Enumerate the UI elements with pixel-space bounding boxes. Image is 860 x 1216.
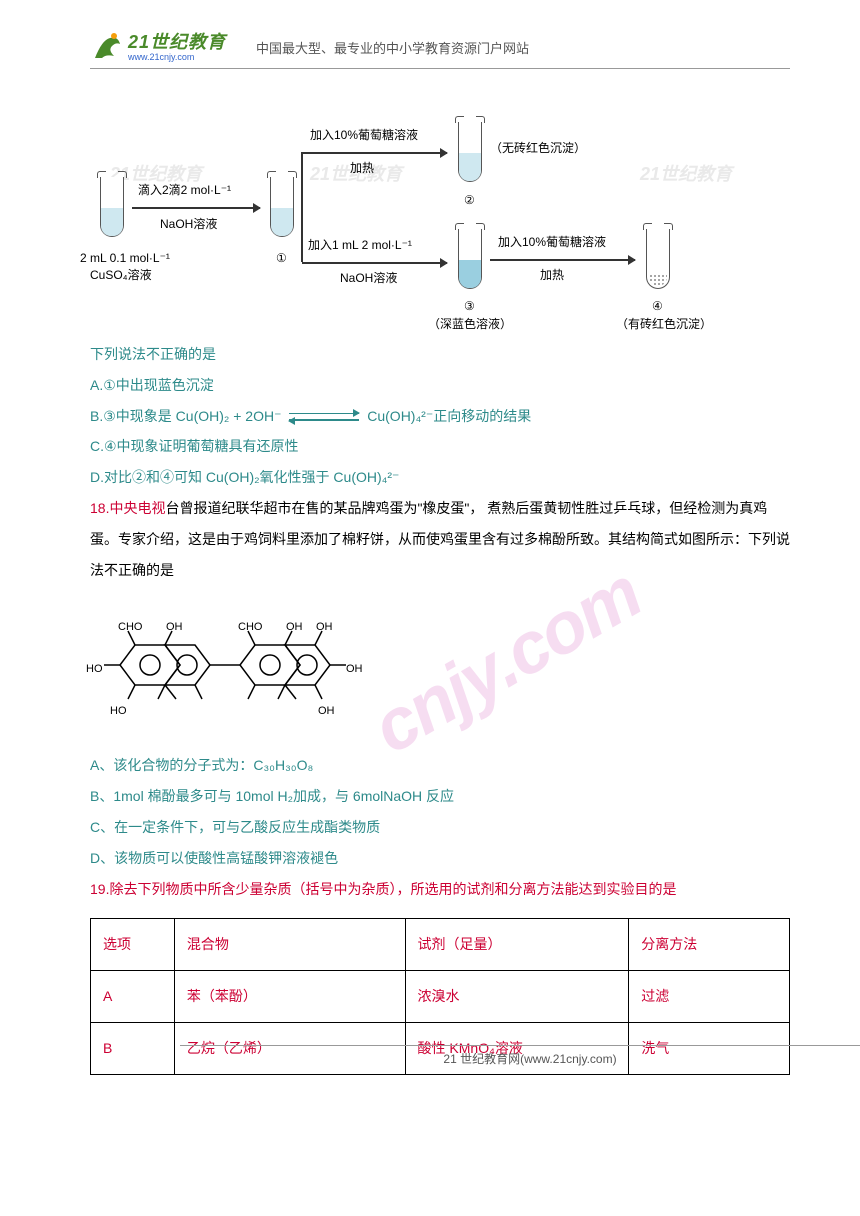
sl-ho2: HO (110, 699, 127, 723)
option-b: B.③中现象是 Cu(OH)₂ + 2OH⁻ Cu(OH)₄²⁻正向移动的结果 (90, 401, 790, 432)
q18-option-b: B、1mol 棉酚最多可与 10mol H₂加成，与 6molNaOH 反应 (90, 781, 790, 812)
arrow1-bot: NaOH溶液 (160, 211, 217, 237)
q18-option-a: A、该化合物的分子式为：C₃₀H₃₀O₈ (90, 750, 790, 781)
test-tube-3 (458, 229, 482, 289)
arrow4-bot: 加热 (540, 262, 564, 288)
equilibrium-arrow-icon (289, 411, 359, 423)
table-header-row: 选项 混合物 试剂（足量） 分离方法 (91, 919, 790, 971)
test-tube-4 (646, 229, 670, 289)
page-content: 2 mL 0.1 mol·L⁻¹ CuSO₄溶液 滴入2滴2 mol·L⁻¹ N… (90, 97, 790, 1075)
arrow2-top: 加入10%葡萄糖溶液 (310, 122, 418, 148)
logo: 21世纪教育 www.21cnjy.com (90, 30, 226, 64)
arrow-3 (302, 262, 447, 264)
arrow-2 (302, 152, 447, 154)
logo-runner-icon (90, 30, 124, 64)
tube3-note: （深蓝色溶液） (428, 311, 512, 337)
question-intro: 下列说法不正确的是 (90, 339, 790, 370)
test-tube-2 (458, 122, 482, 182)
arrow3-top: 加入1 mL 2 mol·L⁻¹ (308, 232, 412, 258)
th-mixture: 混合物 (174, 919, 405, 971)
option-d: D.对比②和④可知 Cu(OH)₂氧化性强于 Cu(OH)₄²⁻ (90, 462, 790, 493)
cell-a1: A (91, 971, 175, 1023)
arrow2-bot: 加热 (350, 155, 374, 181)
arrow-1 (132, 207, 260, 209)
tube2-note: （无砖红色沉淀） (490, 135, 586, 161)
option-c: C.④中现象证明葡萄糖具有还原性 (90, 431, 790, 462)
arrow-4 (490, 259, 635, 261)
q18-option-c: C、在一定条件下，可与乙酸反应生成酯类物质 (90, 812, 790, 843)
logo-url: www.21cnjy.com (128, 53, 226, 62)
logo-title: 21世纪教育 (128, 33, 226, 51)
q18-option-d: D、该物质可以使酸性高锰酸钾溶液褪色 (90, 843, 790, 874)
sl-oh3: OH (316, 615, 333, 639)
cell-b1: B (91, 1022, 175, 1074)
q19-text: 19.除去下列物质中所含少量杂质（括号中为杂质），所选用的试剂和分离方法能达到实… (90, 874, 790, 905)
table-row: A 苯（苯酚） 浓溴水 过滤 (91, 971, 790, 1023)
th-reagent: 试剂（足量） (405, 919, 629, 971)
logo-text: 21世纪教育 www.21cnjy.com (128, 33, 226, 62)
branch-line (301, 152, 303, 262)
page-footer: 21 世纪教育网(www.21cnjy.com) (180, 1045, 860, 1067)
header-subtitle: 中国最大型、最专业的中小学教育资源门户网站 (256, 38, 529, 57)
q18-text: 18.中央电视台曾报道纪联华超市在售的某品牌鸡蛋为"橡皮蛋"， 煮熟后蛋黄韧性胜… (90, 493, 790, 585)
tube0-label2: CuSO₄溶液 (90, 262, 152, 288)
option-b-post: Cu(OH)₄²⁻正向移动的结果 (367, 408, 531, 424)
sl-cho: CHO (118, 615, 142, 639)
molecular-structure: CHO OH HO HO CHO OH OH OH OH (90, 605, 370, 735)
arrow1-top: 滴入2滴2 mol·L⁻¹ (138, 177, 231, 203)
page-header: 21世纪教育 www.21cnjy.com 中国最大型、最专业的中小学教育资源门… (90, 30, 790, 69)
reaction-diagram: 2 mL 0.1 mol·L⁻¹ CuSO₄溶液 滴入2滴2 mol·L⁻¹ N… (90, 97, 750, 297)
th-method: 分离方法 (629, 919, 790, 971)
test-tube-1 (270, 177, 294, 237)
tube1-num: ① (276, 245, 287, 271)
option-a: A.①中出现蓝色沉淀 (90, 370, 790, 401)
cell-a2: 苯（苯酚） (174, 971, 405, 1023)
arrow3-bot: NaOH溶液 (340, 265, 397, 291)
sl-oh4: OH (346, 657, 363, 681)
sl-oh2: OH (286, 615, 303, 639)
tube4-note: （有砖红色沉淀） (616, 311, 712, 337)
sl-ho: HO (86, 657, 103, 681)
option-b-pre: B.③中现象是 Cu(OH)₂ + 2OH⁻ (90, 408, 281, 424)
sl-oh5: OH (318, 699, 335, 723)
sl-cho2: CHO (238, 615, 262, 639)
test-tube-0 (100, 177, 124, 237)
tube2-num: ② (464, 187, 475, 213)
cell-a4: 过滤 (629, 971, 790, 1023)
arrow4-top: 加入10%葡萄糖溶液 (498, 229, 606, 255)
sl-oh: OH (166, 615, 183, 639)
th-option: 选项 (91, 919, 175, 971)
cell-a3: 浓溴水 (405, 971, 629, 1023)
